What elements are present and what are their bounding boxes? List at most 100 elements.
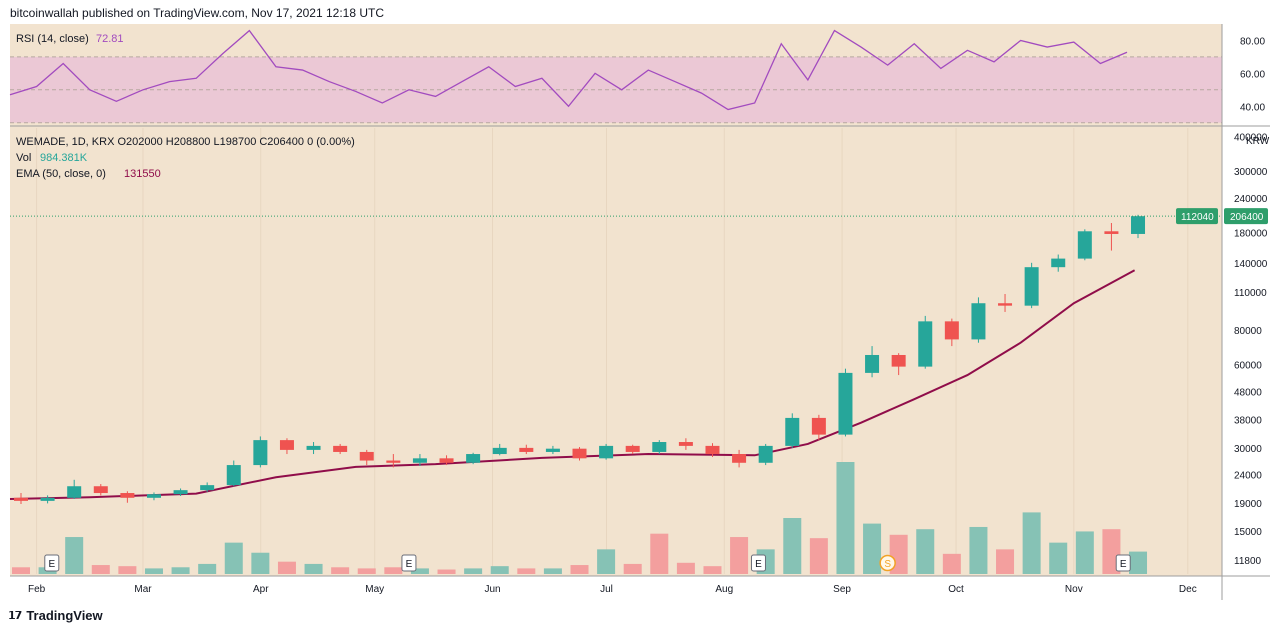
candle-body [758,445,773,463]
candle-29 [785,413,800,448]
price-tick-label-6: 80000 [1234,326,1262,337]
legend: WEMADE, 1D, KRX O202000 H208800 L198700 … [16,136,355,180]
price-tick-label-2: 240000 [1234,194,1268,205]
earnings-marker-label-1: E [406,559,413,570]
candle-body [173,490,188,495]
dividend-marker-3 [879,554,896,572]
candle-37 [998,293,1013,312]
price-tick-label-3: 180000 [1234,229,1268,240]
month-label-nov: Nov [1065,584,1083,595]
candle-body [678,442,693,446]
candle-body [705,445,720,455]
candle-42 [1131,214,1146,239]
candle-body [40,497,55,501]
candle-body [519,447,534,452]
candle-body [439,458,454,463]
volume-bar-0 [12,567,30,574]
earnings-marker-2 [750,554,766,572]
month-label-sep: Sep [833,584,851,595]
candle-body [67,486,82,498]
volume-bar-8 [224,542,243,574]
candle-35 [944,318,959,347]
candle-body [1024,267,1039,306]
month-label-oct: Oct [948,584,964,595]
dividend-marker-label-3: S [884,559,891,570]
candle-41 [1104,223,1119,251]
volume-bar-35 [942,553,961,574]
earnings-marker-4 [1115,554,1131,572]
volume-bar-3 [91,565,110,574]
candle-21 [572,447,587,461]
volume-bar-23 [623,563,642,574]
rsi-tick-label-0: 80.00 [1240,36,1265,47]
candle-6 [173,488,188,496]
symbol-ohlc-line: WEMADE, 1D, KRX O202000 H208800 L198700 … [16,136,355,148]
volume-bar-26 [703,566,722,574]
volume-bar-17 [464,568,483,574]
month-label-jun: Jun [484,584,500,595]
volume-bar-20 [543,568,562,574]
candle-1 [40,495,55,504]
candle-body [652,442,667,452]
volume-bar-34 [916,529,935,574]
volume-bar-25 [676,562,695,574]
candle-body [412,458,427,463]
earnings-marker-label-4: E [1120,559,1127,570]
volume-bar-18 [490,566,509,574]
month-label-aug: Aug [715,584,733,595]
ema-label: EMA (50, close, 0) [16,168,106,180]
price-tick-label-5: 110000 [1234,288,1267,299]
candle-17 [466,452,481,465]
candle-18 [492,443,507,456]
candle-16 [439,455,454,466]
candle-30 [811,414,826,441]
candle-26 [705,443,720,458]
volume-bar-14 [384,567,403,574]
candle-body [971,303,986,340]
volume-bar-6 [171,567,190,574]
month-label-dec: Dec [1179,584,1197,595]
month-label-apr: Apr [253,584,269,595]
candle-2 [67,479,82,500]
candle-body [306,445,321,450]
volume-bar-27 [730,537,749,574]
candle-body [572,448,587,459]
candle-10 [279,438,294,455]
candle-body [14,497,28,501]
candle-body [253,440,268,466]
candle-24 [652,440,667,455]
candle-14 [386,454,401,468]
candle-7 [200,482,215,492]
price-tick-label-7: 60000 [1234,361,1262,372]
candle-body [625,445,640,452]
volume-bar-7 [198,563,217,574]
last-price-tag [1224,208,1268,225]
candle-body [1051,258,1066,268]
candle-25 [678,438,693,450]
candle-body [865,354,880,373]
candle-13 [359,449,374,466]
price-tick-label-9: 38000 [1234,415,1262,426]
candle-body [1104,231,1119,234]
candle-body [918,321,933,367]
volume-bar-10 [277,561,296,574]
price-tick-label-0: 400000 [1234,133,1268,144]
rsi-tick-label-1: 60.00 [1240,69,1265,80]
volume-bar-11 [304,563,323,574]
candle-body [226,465,241,486]
candle-body [120,493,135,498]
rsi-tick-label-2: 40.00 [1240,102,1265,113]
candle-body [944,321,959,340]
candle-8 [226,460,241,487]
candles [14,214,1146,505]
price-tick-label-12: 19000 [1234,499,1262,510]
candle-23 [625,444,640,455]
candle-0 [14,493,28,505]
candle-12 [333,443,348,455]
tradingview-brand[interactable]: 𝟭𝟳 TradingView [8,608,103,623]
rsi-label: RSI (14, close) [16,33,89,45]
tradingview-logo-icon: 𝟭𝟳 [8,610,22,622]
candle-body [811,417,826,435]
